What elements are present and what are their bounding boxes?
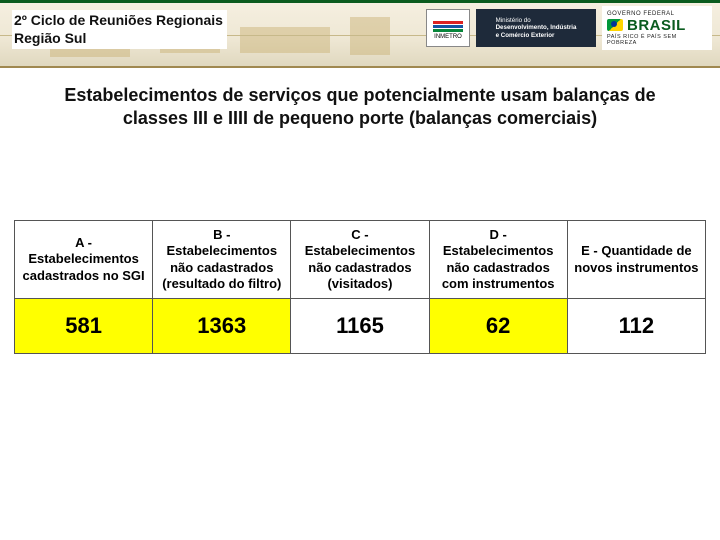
col-header-a: A - Estabelecimentos cadastrados no SGI [15, 221, 153, 299]
col-header-e: E - Quantidade de novos instrumentos [567, 221, 705, 299]
col-header-b: B - Estabelecimentos não cadastrados (re… [153, 221, 291, 299]
inmetro-label: INMETRO [427, 34, 469, 40]
col-header-c: C - Estabelecimentos não cadastrados (vi… [291, 221, 429, 299]
data-table: A - Estabelecimentos cadastrados no SGI … [14, 220, 706, 354]
col-header-d: D - Estabelecimentos não cadastrados com… [429, 221, 567, 299]
brasil-logo: GOVERNO FEDERAL BRASIL PAÍS RICO É PAÍS … [602, 6, 712, 50]
cell-c: 1165 [291, 299, 429, 354]
cell-b: 1363 [153, 299, 291, 354]
cell-a: 581 [15, 299, 153, 354]
brasil-bottom: PAÍS RICO É PAÍS SEM POBREZA [607, 34, 707, 46]
cell-d: 62 [429, 299, 567, 354]
mdic-line1: Ministério do [496, 17, 577, 24]
title-line-2: Região Sul [14, 30, 223, 48]
inmetro-logo: INMETRO [426, 9, 470, 47]
content-heading: Estabelecimentos de serviços que potenci… [30, 84, 690, 131]
mdic-line2: Desenvolvimento, Indústria [496, 24, 577, 31]
table-header-row: A - Estabelecimentos cadastrados no SGI … [15, 221, 706, 299]
mdic-logo: Ministério do Desenvolvimento, Indústria… [476, 9, 596, 47]
brasil-word: BRASIL [627, 17, 686, 34]
title-line-1: 2º Ciclo de Reuniões Regionais [14, 12, 223, 30]
cell-e: 112 [567, 299, 705, 354]
table-row: 581 1363 1165 62 112 [15, 299, 706, 354]
header-logos: INMETRO Ministério do Desenvolvimento, I… [426, 6, 712, 50]
slide-header-title: 2º Ciclo de Reuniões Regionais Região Su… [12, 10, 227, 49]
mdic-line3: e Comércio Exterior [496, 32, 577, 39]
brazil-flag-icon [607, 19, 623, 31]
